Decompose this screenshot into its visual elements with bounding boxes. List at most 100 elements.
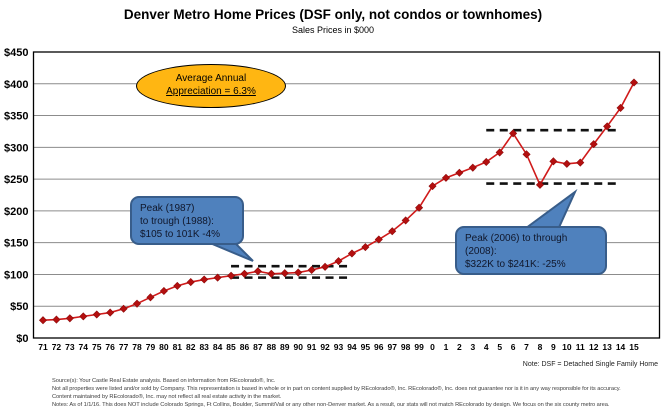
x-tick-label: 12: [589, 342, 599, 352]
oval-line1: Average Annual: [175, 73, 247, 84]
x-tick-label: 96: [374, 342, 384, 352]
data-point: [321, 262, 330, 271]
data-point: [401, 216, 410, 225]
data-point: [603, 122, 612, 131]
callout-left-line1: Peak (1987): [140, 203, 195, 214]
data-point: [307, 265, 316, 275]
y-tick-label: $250: [4, 174, 28, 186]
x-tick-label: 2: [457, 342, 462, 352]
data-point: [186, 278, 195, 287]
data-point: [119, 304, 128, 313]
data-point: [509, 129, 518, 138]
x-tick-label: 78: [132, 342, 142, 352]
data-point: [616, 103, 625, 112]
x-tick-label: 0: [430, 342, 435, 352]
x-tick-label: 11: [576, 342, 585, 352]
x-tick-label: 98: [401, 342, 411, 352]
x-tick-label: 72: [52, 342, 62, 352]
x-tick-label: 86: [240, 342, 250, 352]
chart-subtitle: Sales Prices in $000: [291, 25, 375, 35]
x-tick-label: 15: [629, 342, 639, 352]
x-tick-label: 10: [562, 342, 572, 352]
data-point: [522, 150, 531, 159]
y-tick-label: $400: [4, 79, 28, 91]
data-point: [267, 269, 276, 278]
data-point: [468, 163, 477, 172]
footer-line-notes: Notes: As of 1/1/16. This does NOT inclu…: [52, 402, 610, 408]
data-point: [38, 316, 48, 325]
x-tick-label: 88: [267, 342, 277, 352]
data-point: [65, 314, 74, 323]
data-point: [294, 268, 303, 277]
x-tick-label: 7: [524, 342, 529, 352]
x-tick-label: 80: [159, 342, 169, 352]
data-point: [159, 286, 168, 295]
x-tick-label: 13: [602, 342, 612, 352]
x-tick-label: 92: [320, 342, 330, 352]
x-tick-label: 87: [253, 342, 263, 352]
x-tick-label: 75: [92, 342, 102, 352]
y-axis-labels: $0 $50 $100 $150 $200 $250 $300 $350 $400 $450: [4, 47, 28, 345]
data-point: [79, 312, 88, 321]
dsf-definition-note: Note: DSF = Detached Single Family Home: [522, 361, 658, 368]
data-point: [347, 249, 356, 258]
y-tick-label: $50: [10, 301, 28, 313]
data-point: [589, 140, 598, 149]
data-point-markers: [38, 78, 639, 325]
data-point: [200, 275, 209, 284]
data-point: [415, 203, 424, 212]
data-point: [576, 158, 585, 167]
plot-frame: [32, 51, 661, 339]
y-tick-label: $350: [4, 111, 28, 123]
x-tick-label: 82: [186, 342, 196, 352]
x-tick-label: 81: [173, 342, 183, 352]
data-point: [482, 157, 491, 166]
x-tick-label: 9: [551, 342, 556, 352]
data-point: [52, 315, 61, 324]
x-tick-label: 99: [414, 342, 424, 352]
disclaimer-footer: Source(s): Your Castle Real Estate analy…: [52, 377, 662, 409]
data-point: [629, 78, 639, 87]
average-appreciation-oval: Average Annual Appreciation = 6.3%: [136, 64, 286, 108]
y-tick-label: $450: [4, 47, 28, 59]
y-tick-label: $200: [4, 206, 28, 218]
data-point: [213, 273, 222, 282]
x-tick-label: 6: [511, 342, 516, 352]
x-tick-label: 90: [293, 342, 303, 352]
dashed-reference-lines: [231, 128, 621, 279]
y-tick-label: $0: [16, 333, 28, 345]
data-point: [428, 182, 437, 191]
footer-line-disclaimer1: Not all properties were listed and/or so…: [52, 386, 621, 392]
y-tick-label: $300: [4, 142, 28, 154]
chart-title: Denver Metro Home Prices (DSF only, not …: [123, 7, 543, 22]
x-tick-label: 73: [65, 342, 75, 352]
data-point: [334, 257, 343, 266]
footer-line-disclaimer2: Content maintained by REcolorado®, Inc. …: [52, 394, 282, 400]
x-axis-labels: 71 72 73 74 75 76 77 78 79 80 81 82 83 84 85 86 87 88 89 90…: [38, 342, 639, 352]
x-tick-label: 97: [387, 342, 397, 352]
data-point: [106, 308, 115, 317]
callout-peak-2006: Peak (2006) to through (2008): $322K to …: [455, 226, 607, 275]
x-tick-label: 76: [105, 342, 115, 352]
data-point: [455, 168, 464, 177]
x-tick-label: 79: [146, 342, 156, 352]
data-point: [240, 269, 249, 278]
data-point: [374, 235, 383, 244]
callout-right-line3: $322K to $241K: -25%: [465, 259, 566, 270]
x-tick-label: 94: [347, 342, 357, 352]
data-point: [549, 157, 558, 166]
data-point: [441, 173, 450, 182]
x-tick-label: 83: [199, 342, 209, 352]
data-point: [227, 271, 236, 280]
x-tick-label: 5: [497, 342, 502, 352]
y-tick-label: $150: [4, 238, 28, 250]
data-point: [132, 299, 142, 308]
y-tick-label: $100: [4, 269, 28, 281]
callout-left-line3: $105 to 101K -4%: [140, 229, 221, 240]
data-point: [280, 269, 289, 278]
x-tick-label: 93: [334, 342, 344, 352]
x-tick-label: 77: [119, 342, 129, 352]
x-tick-label: 14: [616, 342, 626, 352]
